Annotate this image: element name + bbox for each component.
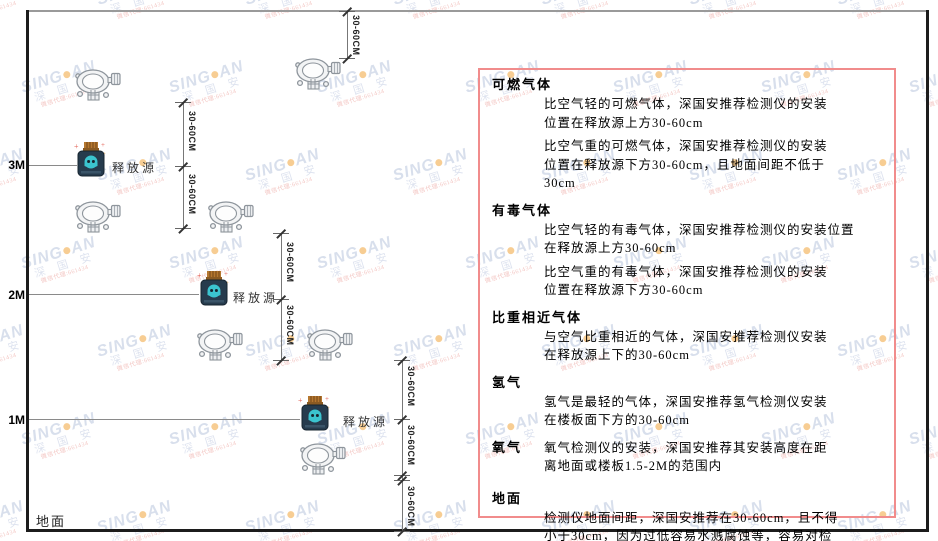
svg-text:+: + [197, 271, 202, 280]
svg-text:+: + [325, 395, 329, 403]
paragraph: 与空气比重相近的气体，深国安推荐检测仪安装 在释放源上下的30-60cm [544, 329, 828, 363]
ceiling-line [27, 10, 928, 12]
watermark-dot-icon [358, 246, 368, 255]
section-heading-hydrogen: 氢气 [492, 374, 523, 390]
gas-detector-icon [207, 200, 254, 234]
watermark-dot-icon [138, 510, 148, 519]
watermark-dot-icon [358, 70, 368, 79]
level-line-2m [29, 294, 199, 295]
gas-detector-icon [74, 68, 121, 102]
gas-detector-icon [196, 328, 243, 362]
dimension-label: 30-60CM [406, 486, 416, 527]
installation-notes-panel: 可燃气体 比空气轻的可燃气体，深国安推荐检测仪的安装 位置在释放源上方30-60… [478, 68, 896, 541]
svg-text:+: + [298, 396, 303, 405]
paragraph: 比空气轻的有毒气体，深国安推荐检测仪的安装位置 在释放源上方30-60cm [544, 222, 855, 256]
section-heading-combustible: 可燃气体 [492, 77, 553, 92]
right-wall-line [926, 10, 929, 532]
section-heading-similar-density: 比重相近气体 [492, 309, 583, 325]
watermark-dot-icon [210, 422, 220, 431]
svg-text:+: + [224, 270, 228, 278]
paragraph: 检测仪地面间距，深国安推荐在30-60cm，且不得 小于30cm，因为过低容易水… [544, 510, 839, 541]
dimension-line-ceiling [347, 11, 348, 58]
watermark-dot-icon [62, 246, 72, 255]
release-source-icon: + + + [197, 269, 231, 307]
section-heading-toxic: 有毒气体 [492, 202, 553, 218]
gas-detector-icon [294, 57, 341, 91]
section-heading-oxygen: 氧气 [492, 439, 523, 455]
watermark-dot-icon [286, 158, 296, 167]
dimension-label: 30-60CM [351, 15, 361, 56]
release-source-label: 释放源 [233, 291, 279, 305]
svg-text:+: + [226, 281, 229, 286]
dimension-label: 30-60CM [285, 242, 295, 283]
height-label-2m: 2M [8, 288, 25, 302]
svg-text:+: + [101, 141, 105, 149]
paragraph: 比空气重的可燃气体，深国安推荐检测仪的安装 位置在释放源下方30-60cm，且地… [544, 139, 828, 190]
watermark-dot-icon [210, 70, 220, 79]
left-wall-line [26, 10, 29, 532]
gas-detector-icon [306, 328, 353, 362]
watermark-dot-icon [138, 334, 148, 343]
watermark-dot-icon [62, 422, 72, 431]
dimension-label: 30-60CM [187, 111, 197, 152]
svg-text:+: + [74, 142, 79, 151]
watermark-dot-icon [434, 334, 444, 343]
dimension-label: 30-60CM [406, 366, 416, 407]
release-source-icon: + + + [74, 140, 108, 178]
watermark-dot-icon [434, 510, 444, 519]
watermark-dot-icon [286, 510, 296, 519]
svg-text:+: + [327, 406, 330, 411]
section-oxygen: 氧气 氧气检测仪的安装，深国安推荐其安装高度在距 离地面或楼板1.5-2M的范围… [492, 439, 882, 476]
height-label-3m: 3M [8, 158, 25, 172]
height-label-1m: 1M [8, 413, 25, 427]
svg-text:+: + [103, 152, 106, 157]
ground-line [26, 529, 929, 532]
section-heading-ground: 地面 [492, 490, 523, 506]
dimension-line-1m [402, 360, 403, 531]
release-source-label: 释放源 [343, 415, 389, 429]
ground-label: 地面 [36, 514, 67, 529]
paragraph: 氢气是最轻的气体，深国安推荐氢气检测仪安装 在楼板面下方的30-60cm [544, 394, 828, 428]
gas-detector-icon [74, 200, 121, 234]
dimension-label: 30-60CM [406, 425, 416, 466]
release-source-icon: + + + [298, 394, 332, 432]
paragraph: 比空气重的有毒气体，深国安推荐检测仪的安装 位置在释放源下方30-60cm [544, 264, 828, 298]
watermark-dot-icon [434, 158, 444, 167]
level-line-3m [29, 165, 77, 166]
gas-detector-icon [299, 442, 346, 476]
paragraph: 比空气轻的可燃气体，深国安推荐检测仪的安装 位置在释放源上方30-60cm [544, 97, 828, 130]
level-line-1m [29, 419, 300, 420]
release-source-label: 释放源 [112, 161, 158, 175]
watermark-dot-icon [62, 70, 72, 79]
dimension-label: 30-60CM [285, 305, 295, 346]
watermark-dot-icon [210, 246, 220, 255]
dimension-label: 30-60CM [187, 174, 197, 215]
paragraph: 氧气检测仪的安装，深国安推荐其安装高度在距 离地面或楼板1.5-2M的范围内 [544, 440, 828, 474]
